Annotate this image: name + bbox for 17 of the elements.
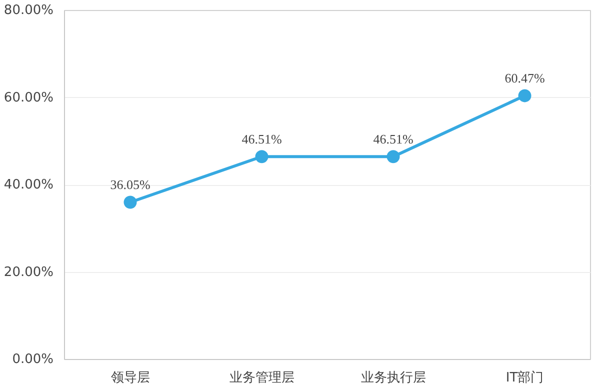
point [518, 89, 532, 102]
point [386, 150, 400, 164]
x-tick-label: 领导层 [110, 370, 150, 386]
y-tick-label: 80.00% [4, 3, 54, 18]
point [124, 196, 137, 209]
x-tick-label: 业务执行层 [360, 370, 426, 386]
y-tick-label: 60.00% [4, 90, 54, 106]
data-label: 60.47% [504, 70, 545, 86]
point [255, 150, 268, 164]
y-tick-label: 0.00% [12, 352, 54, 367]
data-label: 46.51% [373, 132, 414, 147]
y-tick-label: 40.00% [4, 178, 54, 192]
x-tick-label: IT部门 [506, 370, 544, 386]
data-label: 36.05% [110, 177, 150, 192]
y-tick-label: 20.00% [4, 264, 54, 280]
data-label: 46.51% [242, 132, 282, 147]
x-tick-label: 业务管理层 [229, 370, 294, 386]
